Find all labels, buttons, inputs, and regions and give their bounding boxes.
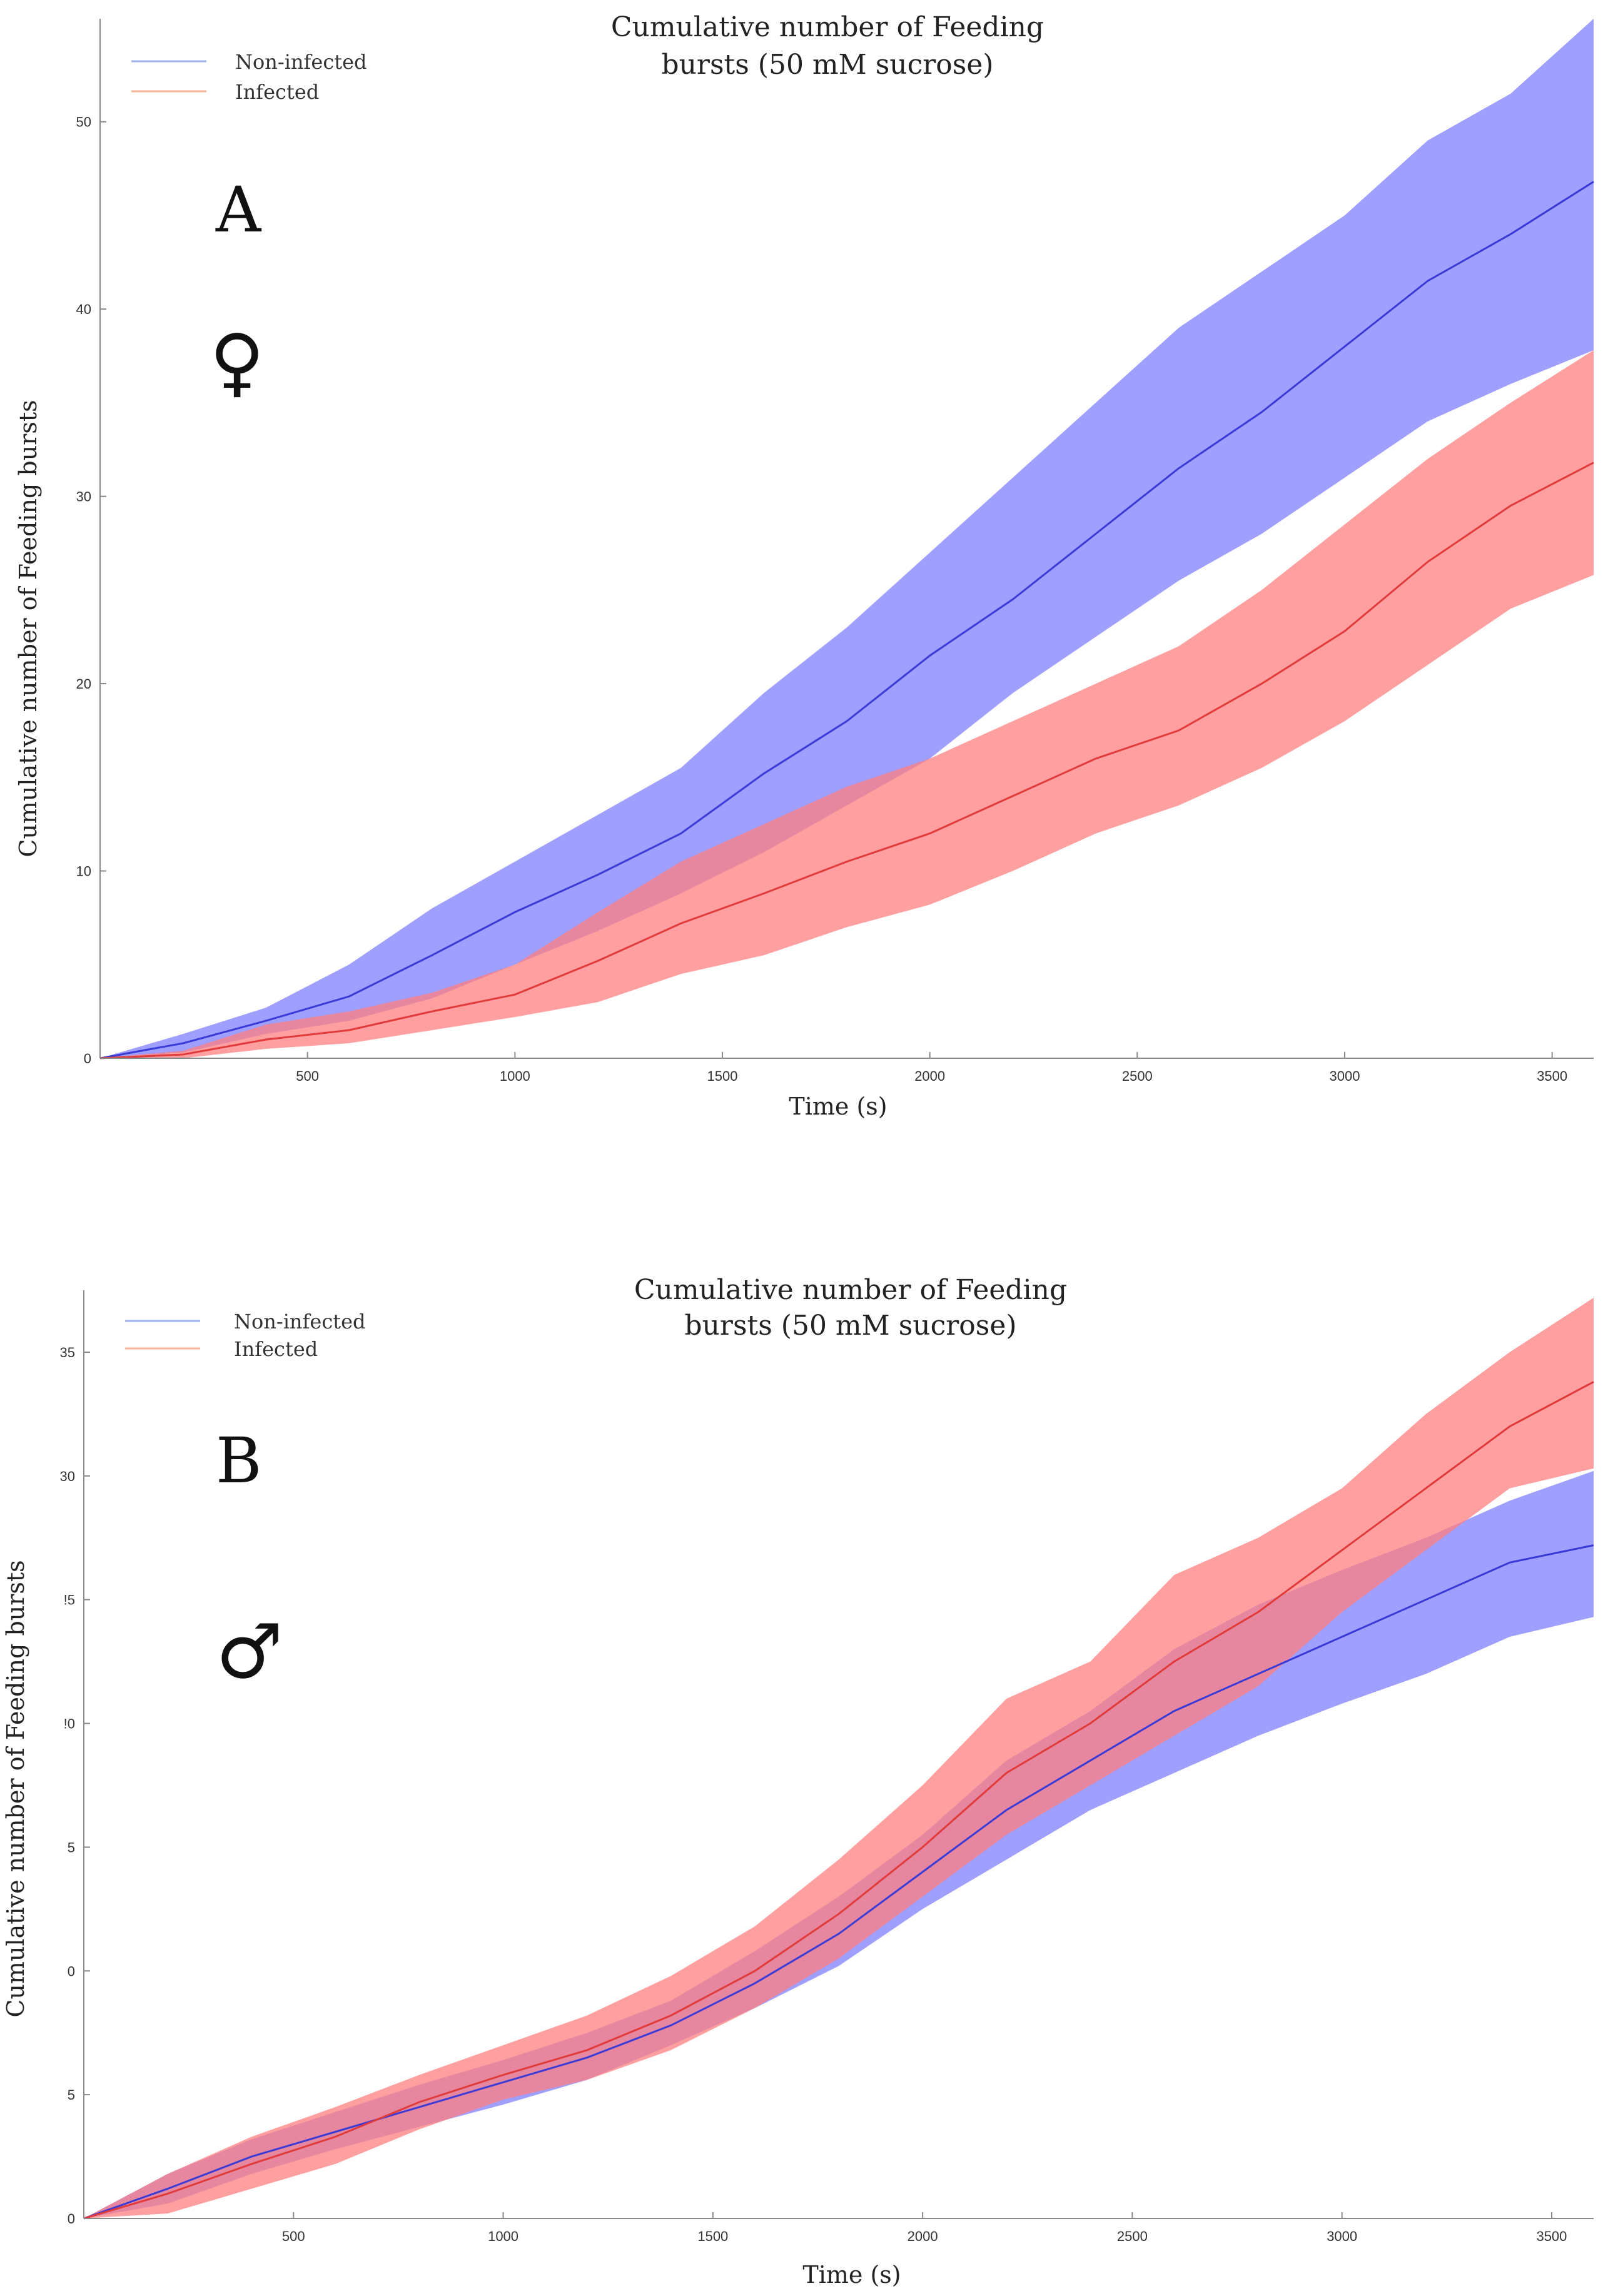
chart-panel-a: 500 1000 1500 2000 2500 3000 3500 01020304050 …: [14, 11, 1594, 1120]
legend-label-non-infected: Non-infected: [235, 50, 367, 74]
x-tick-label: 2500: [1117, 2228, 1148, 2244]
mean-line-layer: [99, 181, 1594, 1059]
confidence-band-infected: [84, 1297, 1594, 2218]
x-axis-title: Time (s): [802, 2261, 901, 2288]
chart-title-line2: bursts (50 mM sucrose): [684, 1310, 1016, 1342]
legend: Non-infected Infected: [131, 50, 367, 104]
x-tick-label: 2000: [908, 2228, 938, 2244]
y-tick-label: 50: [76, 114, 91, 130]
mean-line-infected: [99, 462, 1594, 1059]
x-tick-label: 1500: [697, 2228, 728, 2244]
y-tick-label: !5: [64, 1592, 75, 1608]
y-tick-label: 30: [60, 1469, 75, 1484]
chart-title-line2: bursts (50 mM sucrose): [661, 49, 993, 81]
axes: [83, 1290, 1594, 2219]
female-symbol-icon: ♀: [210, 319, 265, 406]
y-tick-label: 5: [68, 1839, 75, 1855]
male-symbol-icon: ♂: [216, 1609, 283, 1696]
y-tick-label: 0: [68, 2211, 75, 2227]
y-axis-title: Cumulative number of Feeding bursts: [2, 1560, 29, 2017]
x-tick-label: 1000: [500, 1068, 530, 1084]
mean-line-non-infected: [99, 181, 1594, 1059]
x-tick-label: 1000: [488, 2228, 518, 2244]
x-tick-label: 2500: [1122, 1068, 1153, 1084]
legend: Non-infected Infected: [125, 1310, 366, 1361]
y-tick-label: 10: [76, 864, 91, 879]
mean-line-non-infected: [83, 1544, 1594, 2220]
y-tick-label: 35: [60, 1345, 75, 1360]
y-tick-label: 0: [84, 1051, 91, 1066]
band-layer: [84, 1297, 1594, 2218]
x-tick-label: 1500: [707, 1068, 738, 1084]
legend-label-non-infected: Non-infected: [234, 1310, 366, 1333]
legend-label-infected: Infected: [235, 80, 319, 104]
x-tick-label: 3500: [1537, 1068, 1567, 1084]
chart-title-line1: Cumulative number of Feeding: [634, 1274, 1067, 1306]
x-tick-label: 2000: [914, 1068, 945, 1084]
x-tick-label: 3500: [1536, 2228, 1567, 2244]
y-tick-label: 5: [68, 2087, 75, 2103]
y-tick-label: 30: [76, 489, 91, 505]
x-ticks: 500 1000 1500 2000 2500 3000 3500: [296, 1052, 1567, 1084]
panel-label: A: [215, 173, 262, 246]
y-tick-label: 20: [76, 676, 91, 692]
band-layer: [100, 19, 1594, 1058]
y-tick-label: 0: [68, 1963, 75, 1979]
x-tick-label: 500: [296, 1068, 319, 1084]
x-tick-label: 3000: [1330, 1068, 1360, 1084]
chart-panel-b: 500 1000 1500 2000 2500 3000 3500 0 5 0 5 !0 !5 30 35…: [2, 1274, 1594, 2288]
y-tick-label: !0: [64, 1716, 75, 1732]
chart-title-line1: Cumulative number of Feeding: [611, 11, 1044, 43]
panel-label: B: [216, 1424, 262, 1497]
mean-line-layer: [83, 1381, 1594, 2220]
confidence-band-infected: [100, 350, 1594, 1058]
mean-line-infected: [83, 1381, 1594, 2220]
y-ticks: 0 10 20 30 40 50: [76, 114, 106, 1066]
y-ticks: 0 5 0 5 !0 !5 30 35: [60, 1345, 90, 2227]
x-tick-label: 500: [282, 2228, 305, 2244]
y-tick-label: 40: [76, 301, 91, 317]
x-tick-label: 3000: [1327, 2228, 1357, 2244]
y-axis-title: Cumulative number of Feeding bursts: [14, 400, 42, 857]
x-axis-title: Time (s): [789, 1093, 887, 1120]
x-ticks: 500 1000 1500 2000 2500 3000 3500: [282, 2212, 1567, 2244]
legend-label-infected: Infected: [234, 1337, 318, 1361]
